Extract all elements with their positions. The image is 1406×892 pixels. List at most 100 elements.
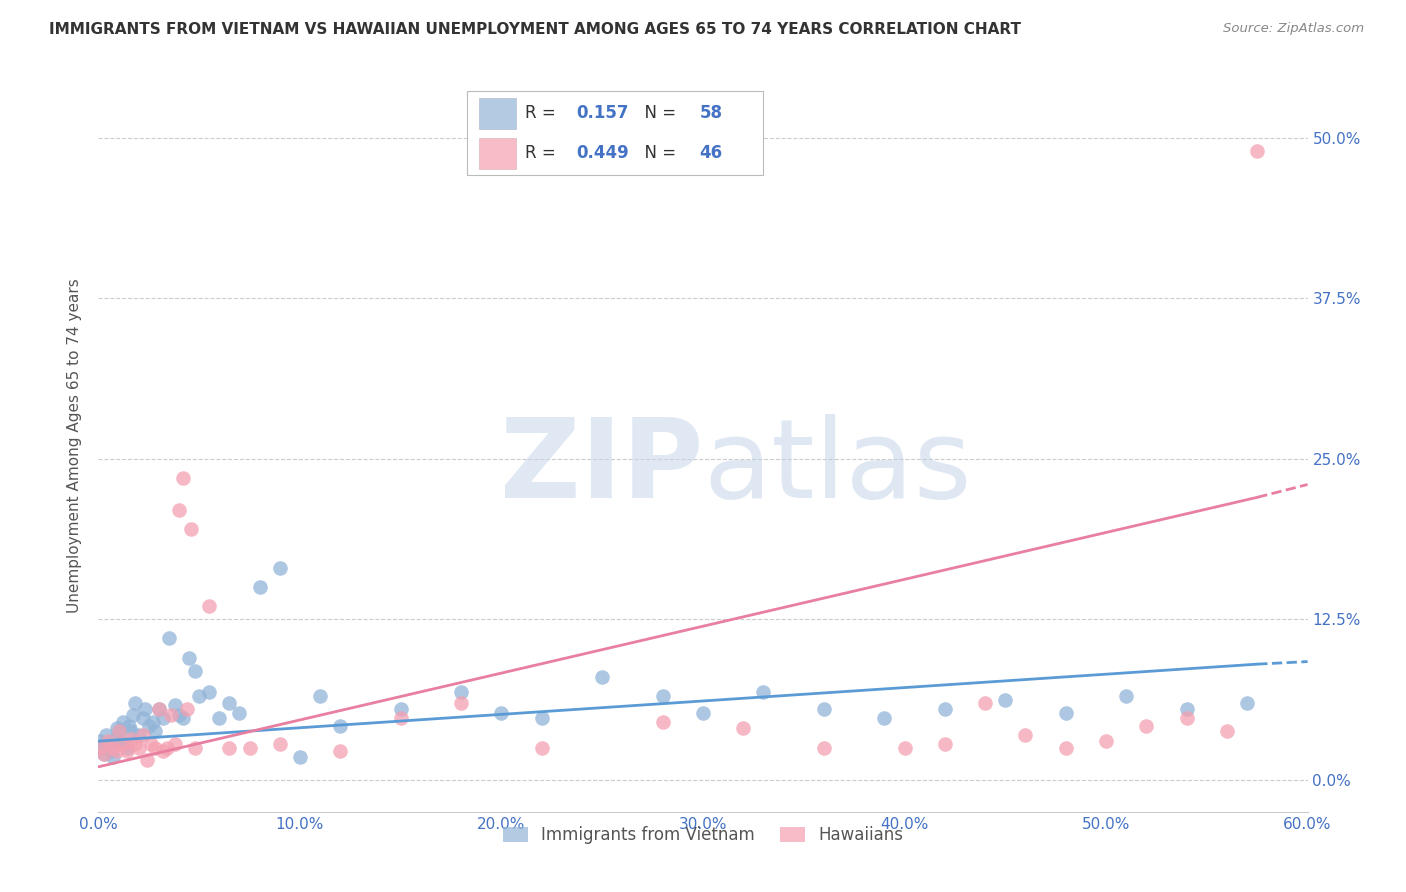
- Point: [218, 696, 240, 710]
- Point: [157, 632, 180, 646]
- Point: [389, 711, 412, 725]
- Point: [176, 702, 198, 716]
- Text: N =: N =: [634, 145, 682, 162]
- Point: [148, 702, 170, 716]
- Point: [96, 728, 118, 742]
- Point: [184, 740, 207, 755]
- Point: [101, 740, 124, 755]
- Point: [160, 708, 183, 723]
- Point: [132, 711, 155, 725]
- Point: [309, 690, 332, 704]
- Point: [269, 737, 291, 751]
- Text: R =: R =: [526, 104, 561, 122]
- Point: [163, 737, 186, 751]
- Point: [1216, 723, 1239, 738]
- Point: [128, 740, 150, 755]
- Point: [115, 744, 138, 758]
- Text: N =: N =: [634, 104, 682, 122]
- Text: 58: 58: [699, 104, 723, 122]
- Point: [994, 693, 1017, 707]
- Point: [1236, 696, 1258, 710]
- Point: [198, 685, 221, 699]
- Text: ZIP: ZIP: [499, 415, 703, 522]
- Point: [1246, 144, 1268, 158]
- Text: 46: 46: [699, 145, 723, 162]
- Point: [148, 702, 170, 716]
- Point: [110, 734, 132, 748]
- Point: [97, 734, 120, 748]
- Point: [101, 749, 124, 764]
- Point: [172, 711, 194, 725]
- Point: [1115, 690, 1137, 704]
- Legend: Immigrants from Vietnam, Hawaiians: Immigrants from Vietnam, Hawaiians: [496, 820, 910, 851]
- FancyBboxPatch shape: [467, 91, 763, 176]
- Point: [974, 696, 997, 710]
- Y-axis label: Unemployment Among Ages 65 to 74 years: Unemployment Among Ages 65 to 74 years: [67, 278, 83, 614]
- Point: [651, 690, 673, 704]
- Point: [89, 740, 111, 755]
- Point: [105, 721, 128, 735]
- FancyBboxPatch shape: [479, 138, 516, 169]
- Point: [813, 740, 835, 755]
- Point: [132, 728, 155, 742]
- Point: [218, 740, 240, 755]
- Point: [89, 734, 111, 748]
- Point: [100, 744, 122, 758]
- Point: [103, 731, 125, 746]
- Point: [188, 690, 211, 704]
- Point: [124, 696, 146, 710]
- Point: [180, 523, 202, 537]
- Point: [184, 664, 207, 678]
- Point: [228, 706, 250, 720]
- Text: Source: ZipAtlas.com: Source: ZipAtlas.com: [1223, 22, 1364, 36]
- Point: [120, 731, 142, 746]
- Point: [167, 503, 190, 517]
- Point: [651, 714, 673, 729]
- Point: [692, 706, 714, 720]
- Text: 0.157: 0.157: [576, 104, 628, 122]
- Point: [893, 740, 915, 755]
- Point: [111, 714, 134, 729]
- Point: [156, 740, 179, 755]
- Point: [1054, 706, 1077, 720]
- Point: [733, 721, 755, 735]
- Point: [269, 561, 291, 575]
- Text: R =: R =: [526, 145, 561, 162]
- Point: [208, 711, 231, 725]
- Point: [450, 696, 472, 710]
- Point: [138, 719, 160, 733]
- Point: [239, 740, 262, 755]
- Point: [118, 719, 141, 733]
- Point: [107, 723, 129, 738]
- Point: [120, 723, 142, 738]
- Point: [288, 749, 311, 764]
- Point: [139, 737, 162, 751]
- Point: [143, 740, 166, 755]
- Point: [97, 737, 120, 751]
- Point: [163, 698, 186, 713]
- Point: [752, 685, 775, 699]
- Point: [1095, 734, 1118, 748]
- Point: [124, 737, 146, 751]
- Text: atlas: atlas: [703, 415, 972, 522]
- Point: [591, 670, 613, 684]
- FancyBboxPatch shape: [479, 98, 516, 128]
- Point: [143, 723, 166, 738]
- Point: [114, 737, 136, 751]
- Point: [249, 580, 271, 594]
- Point: [389, 702, 412, 716]
- Point: [934, 702, 956, 716]
- Point: [167, 708, 190, 723]
- Point: [450, 685, 472, 699]
- Point: [1175, 702, 1198, 716]
- Point: [152, 711, 174, 725]
- Point: [198, 599, 221, 614]
- Point: [329, 744, 352, 758]
- Point: [93, 747, 115, 761]
- Point: [105, 744, 128, 758]
- Point: [93, 747, 115, 761]
- Point: [1054, 740, 1077, 755]
- Point: [107, 723, 129, 738]
- Point: [179, 650, 201, 665]
- Point: [1014, 728, 1036, 742]
